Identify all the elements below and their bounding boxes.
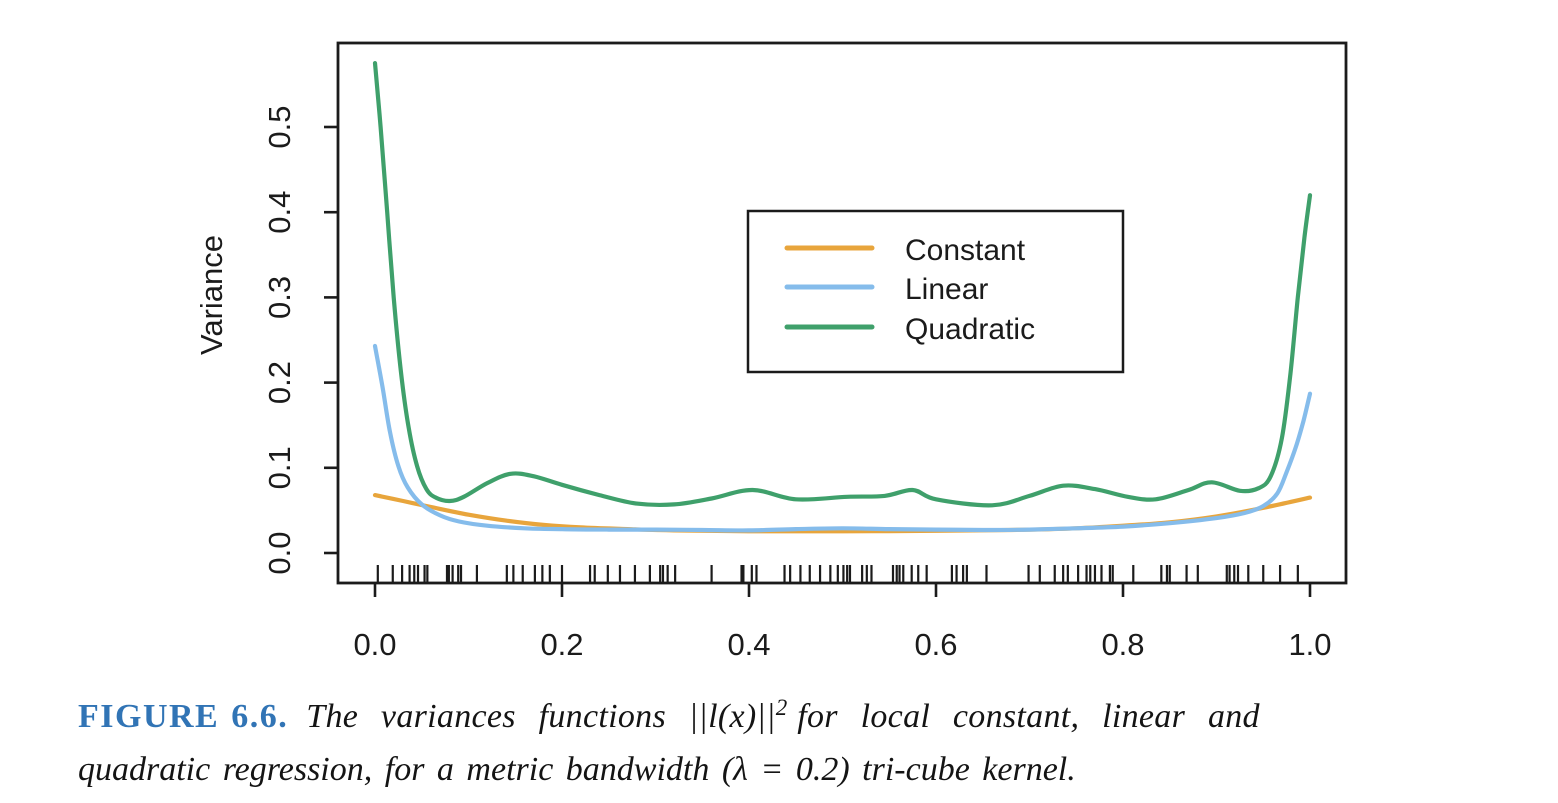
caption-exponent: 2: [775, 695, 788, 720]
quadratic-curve: [372, 61, 1313, 508]
x-axis-tick-label: 0.8: [1101, 627, 1144, 662]
x-axis-tick-label: 0.0: [353, 627, 396, 662]
linear-curve: [372, 343, 1313, 533]
caption-text-part1: The variances functions ||l(x)||: [306, 698, 776, 735]
x-axis-tick-label: 0.2: [540, 627, 583, 662]
y-axis-tick-label: 0.2: [262, 361, 297, 404]
y-axis-tick-label: 0.3: [262, 276, 297, 319]
x-axis-tick-label: 0.4: [727, 627, 770, 662]
legend-label-quadratic: Quadratic: [905, 313, 1035, 346]
x-axis-tick-label: 0.6: [914, 627, 957, 662]
caption-line-2: quadratic regression, for a metric bandw…: [78, 750, 1076, 788]
y-axis-tick-label: 0.1: [262, 446, 297, 489]
plot-box: [336, 41, 1348, 585]
figure-caption: FIGURE 6.6. The variances functions ||l(x…: [78, 690, 1538, 796]
y-axis-tick-label: 0.5: [262, 105, 297, 148]
legend-label-constant: Constant: [905, 234, 1026, 267]
y-axis-tick-label: 0.4: [262, 191, 297, 234]
figure-label: FIGURE 6.6.: [78, 698, 289, 735]
legend-label-linear: Linear: [905, 273, 988, 306]
caption-line-1: FIGURE 6.6. The variances functions ||l(x…: [78, 690, 1538, 744]
y-axis-title: Variance: [194, 235, 229, 355]
legend-box: [746, 209, 1125, 374]
x-axis-tick-label: 1.0: [1288, 627, 1331, 662]
y-axis-tick-label: 0.0: [262, 531, 297, 574]
variance-chart: 0.0 0.2 0.4 0.6 0.8 1.0 0.0 0.1 0.2 0.3 0.4 0.5 Vari…: [194, 41, 1348, 662]
caption-text-part2: for local constant, linear and: [797, 698, 1260, 735]
